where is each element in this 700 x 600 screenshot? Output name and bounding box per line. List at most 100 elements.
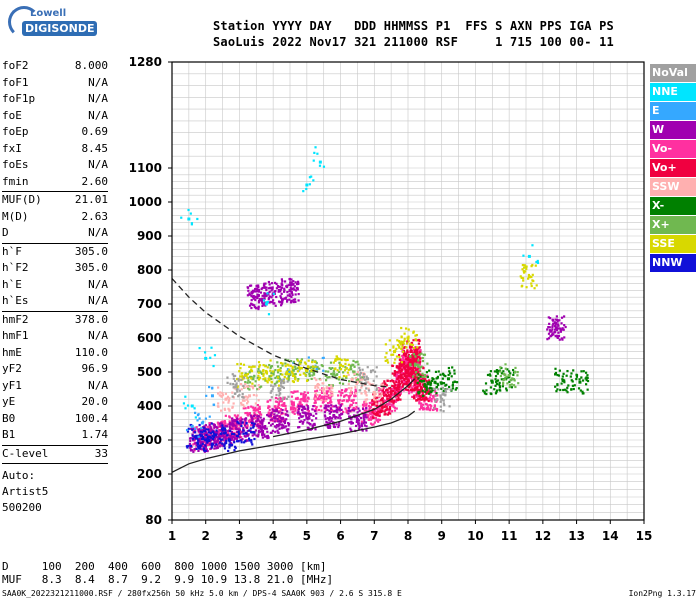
data-point (287, 424, 290, 427)
data-point (289, 281, 292, 284)
x-tick-label: 10 (467, 529, 484, 543)
data-point (205, 428, 208, 431)
data-point (446, 377, 450, 381)
data-point (347, 363, 351, 366)
data-point (285, 418, 288, 421)
data-point (292, 298, 295, 301)
data-point (412, 347, 415, 350)
data-point (269, 369, 272, 372)
data-point (354, 361, 357, 364)
x-tick-label: 5 (303, 529, 311, 543)
data-point (328, 426, 332, 429)
data-point (328, 366, 331, 370)
param-row: M(D) 2.63 (2, 209, 108, 226)
data-point (402, 342, 405, 345)
data-point (347, 368, 350, 371)
data-point (287, 368, 291, 371)
data-point (509, 372, 512, 375)
data-point (246, 400, 250, 403)
data-point (307, 426, 310, 430)
data-point (261, 286, 264, 290)
data-point (247, 414, 250, 417)
data-point (259, 371, 263, 374)
data-point (274, 400, 278, 403)
data-point (260, 428, 263, 431)
data-point (253, 414, 256, 417)
data-point (367, 404, 370, 408)
data-point (506, 368, 509, 371)
data-point (308, 374, 311, 378)
data-point (202, 433, 205, 436)
data-point (199, 430, 202, 433)
data-point (280, 302, 283, 305)
data-point (268, 295, 272, 298)
data-point (329, 397, 332, 400)
x-tick-label: 15 (636, 529, 653, 543)
data-point (187, 208, 190, 212)
data-point (502, 378, 505, 382)
data-point (223, 427, 226, 430)
data-point (404, 361, 407, 365)
data-point (360, 424, 363, 427)
data-point (434, 394, 437, 398)
distance-label: D (2, 560, 9, 573)
data-point (388, 403, 391, 406)
data-point (243, 405, 246, 408)
data-point (192, 436, 195, 439)
data-point (395, 398, 398, 401)
data-point (329, 410, 333, 414)
data-point (216, 430, 219, 433)
data-point (406, 358, 409, 361)
data-point (294, 367, 297, 371)
data-point (304, 395, 307, 398)
data-point (340, 389, 344, 392)
param-row: foEs N/A (2, 157, 108, 174)
data-point (386, 403, 389, 406)
data-point (263, 433, 266, 436)
data-point (277, 380, 281, 383)
data-point (399, 392, 402, 396)
data-point (400, 364, 403, 367)
data-point (513, 379, 516, 382)
data-point (230, 437, 234, 440)
data-point (281, 419, 284, 423)
data-point (420, 390, 423, 393)
data-point (379, 388, 382, 391)
data-point (261, 436, 264, 439)
data-point (421, 398, 425, 401)
data-point (269, 366, 272, 370)
data-point (281, 373, 284, 376)
data-point (386, 361, 390, 364)
data-point (399, 358, 402, 361)
param-row: h`F 305.0 (2, 244, 108, 261)
data-point (334, 359, 337, 362)
data-point (364, 391, 368, 394)
data-point (386, 397, 389, 401)
data-point (185, 428, 189, 432)
auto-line: 500200 (2, 501, 42, 514)
data-point (320, 398, 323, 402)
data-point (420, 406, 423, 410)
data-point (302, 372, 305, 375)
data-point (560, 337, 563, 340)
data-point (269, 286, 272, 289)
data-point (395, 380, 398, 384)
data-point (277, 410, 280, 413)
data-point (424, 388, 427, 391)
data-point (230, 438, 233, 442)
data-point (220, 394, 223, 398)
data-point (251, 417, 254, 421)
data-point (424, 378, 427, 381)
data-point (216, 421, 219, 424)
data-point (235, 415, 239, 418)
data-point (495, 369, 499, 372)
param-row: hmF1 N/A (2, 328, 108, 345)
data-point (205, 432, 208, 435)
data-point (413, 370, 416, 373)
data-point (375, 387, 378, 390)
data-point (254, 287, 257, 291)
data-point (385, 384, 388, 387)
data-point (409, 343, 412, 346)
data-point (263, 292, 266, 295)
data-point (251, 406, 254, 409)
